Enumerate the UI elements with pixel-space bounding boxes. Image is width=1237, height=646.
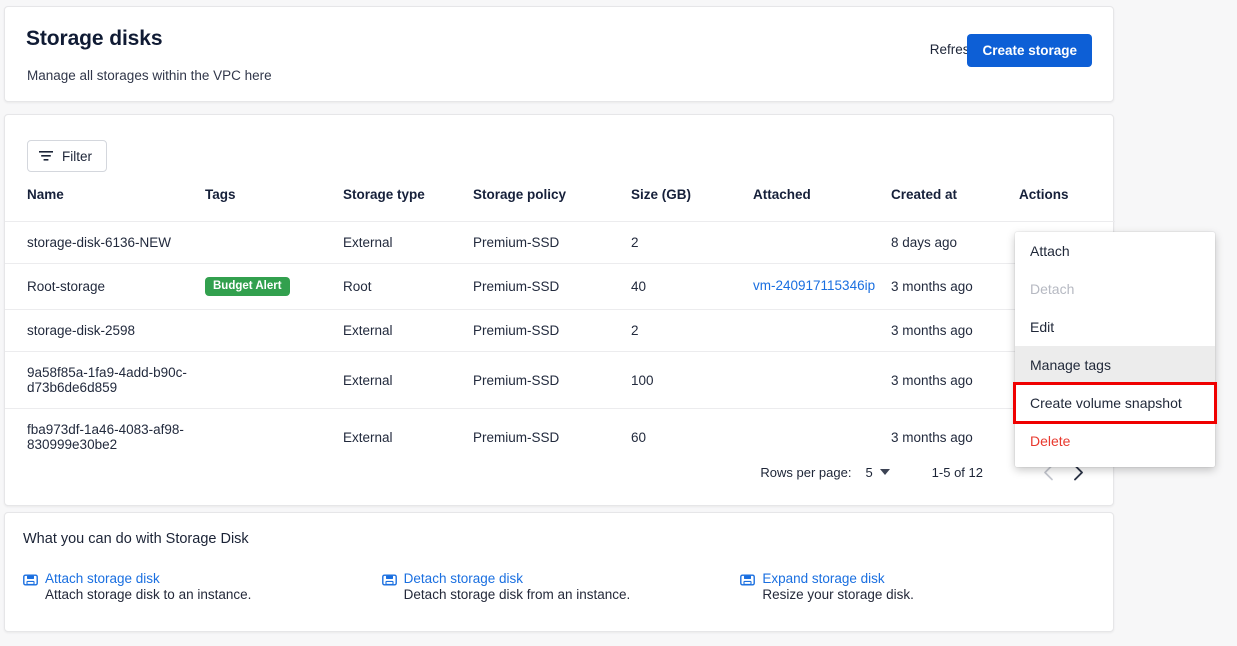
create-storage-button[interactable]: Create storage <box>967 34 1092 67</box>
rows-per-page-label: Rows per page: <box>760 464 852 480</box>
menu-item-attach[interactable]: Attach <box>1030 243 1070 259</box>
cell-name: fba973df-1a46-4083-af98-830999e30be2 <box>5 408 205 466</box>
menu-item-detach: Detach <box>1030 281 1075 297</box>
cell-name: storage-disk-2598 <box>5 309 205 352</box>
column-header-attached[interactable]: Attached <box>753 187 811 202</box>
cell-storage-policy: Premium-SSD <box>473 309 631 352</box>
column-header-name[interactable]: Name <box>27 187 64 202</box>
cell-size: 100 <box>631 351 753 409</box>
cell-size: 60 <box>631 408 753 466</box>
help-card: What you can do with Storage Disk Attach… <box>4 512 1114 632</box>
cell-storage-type: Root <box>343 262 473 310</box>
help-item-expand: Expand storage disk Resize your storage … <box>740 571 1099 604</box>
cell-attached <box>753 309 891 352</box>
help-section-title: What you can do with Storage Disk <box>23 531 249 547</box>
chevron-down-icon <box>879 469 890 475</box>
help-items: Attach storage disk Attach storage disk … <box>23 571 1099 604</box>
refresh-button[interactable]: Refresh <box>929 42 977 57</box>
help-link-attach[interactable]: Attach storage disk <box>45 571 160 586</box>
attached-vm-link[interactable]: vm-240917115346ip <box>753 278 876 294</box>
page-title: Storage disks <box>26 27 163 50</box>
filter-icon <box>39 150 53 162</box>
column-header-actions: Actions <box>1019 187 1069 202</box>
actions-dropdown-menu: Attach Detach Edit Manage tags Create vo… <box>1013 232 1217 467</box>
cell-storage-policy: Premium-SSD <box>473 262 631 310</box>
help-link-expand[interactable]: Expand storage disk <box>762 571 885 586</box>
cell-storage-type: External <box>343 408 473 466</box>
page-header-card: Storage disks Manage all storages within… <box>4 6 1114 102</box>
table-header-row: Name Tags Storage type Storage policy Si… <box>5 187 1115 221</box>
cell-size: 2 <box>631 220 753 263</box>
storage-table-card: Filter Name Tags Storage type Storage po… <box>4 114 1115 506</box>
cell-attached <box>753 220 891 263</box>
rows-per-page-value: 5 <box>865 464 873 480</box>
menu-item-create-volume-snapshot[interactable]: Create volume snapshot <box>1013 382 1217 424</box>
cell-storage-policy: Premium-SSD <box>473 408 631 466</box>
disk-icon <box>381 573 397 592</box>
cell-name: Root-storage <box>5 262 205 310</box>
pagination-range: 1-5 of 12 <box>931 464 983 480</box>
cell-tags <box>205 408 343 466</box>
help-desc-expand: Resize your storage disk. <box>762 587 914 602</box>
cell-storage-type: External <box>343 220 473 263</box>
filter-button-label: Filter <box>62 148 92 164</box>
menu-item-delete[interactable]: Delete <box>1030 433 1071 449</box>
cell-storage-policy: Premium-SSD <box>473 351 631 409</box>
chevron-right-icon <box>1073 464 1083 480</box>
cell-attached: vm-240917115346ip <box>753 262 891 310</box>
filter-button[interactable]: Filter <box>27 140 107 172</box>
previous-page-button[interactable] <box>1033 457 1063 487</box>
help-item-detach: Detach storage disk Detach storage disk … <box>381 571 741 604</box>
table-head: Name Tags Storage type Storage policy Si… <box>5 187 1115 221</box>
menu-item-manage-tags[interactable]: Manage tags <box>1015 346 1215 384</box>
cell-size: 2 <box>631 309 753 352</box>
disk-icon <box>23 573 38 592</box>
cell-attached <box>753 408 891 466</box>
cell-size: 40 <box>631 262 753 310</box>
column-header-tags[interactable]: Tags <box>205 187 236 202</box>
cell-created-at: 8 days ago <box>891 220 1019 263</box>
help-link-detach[interactable]: Detach storage disk <box>403 571 523 586</box>
table-row[interactable]: 9a58f85a-1fa9-4add-b90c-d73b6de6d859 Ext… <box>5 351 1115 409</box>
pagination: Rows per page: 5 1-5 of 12 <box>760 457 1093 487</box>
column-header-storage-type[interactable]: Storage type <box>343 187 425 202</box>
cell-created-at: 3 months ago <box>891 309 1019 352</box>
page-subtitle: Manage all storages within the VPC here <box>27 68 272 83</box>
cell-storage-policy: Premium-SSD <box>473 220 631 263</box>
help-desc-detach: Detach storage disk from an instance. <box>403 587 631 602</box>
table-row[interactable]: Root-storage Budget Alert Root Premium-S… <box>5 262 1115 310</box>
rows-per-page-select[interactable]: 5 <box>865 464 890 480</box>
storage-disks-table: Name Tags Storage type Storage policy Si… <box>5 187 1115 466</box>
help-desc-attach: Attach storage disk to an instance. <box>45 587 252 602</box>
cell-tags: Budget Alert <box>205 262 343 310</box>
table-row[interactable]: storage-disk-6136-NEW External Premium-S… <box>5 220 1115 263</box>
cell-tags <box>205 309 343 352</box>
chevron-left-icon <box>1043 464 1053 480</box>
cell-attached <box>753 351 891 409</box>
cell-created-at: 3 months ago <box>891 262 1019 310</box>
cell-tags <box>205 351 343 409</box>
cell-storage-type: External <box>343 351 473 409</box>
column-header-created-at[interactable]: Created at <box>891 187 958 202</box>
cell-name: storage-disk-6136-NEW <box>5 220 205 263</box>
cell-storage-type: External <box>343 309 473 352</box>
status-badge: Budget Alert <box>205 276 290 297</box>
cell-tags <box>205 220 343 263</box>
help-item-attach: Attach storage disk Attach storage disk … <box>23 571 382 604</box>
table-row[interactable]: storage-disk-2598 External Premium-SSD 2… <box>5 309 1115 352</box>
cell-created-at: 3 months ago <box>891 408 1019 466</box>
column-header-size[interactable]: Size (GB) <box>631 187 692 202</box>
cell-created-at: 3 months ago <box>891 351 1019 409</box>
table-body: storage-disk-6136-NEW External Premium-S… <box>5 220 1115 466</box>
cell-name: 9a58f85a-1fa9-4add-b90c-d73b6de6d859 <box>5 351 205 409</box>
menu-item-edit[interactable]: Edit <box>1030 319 1055 335</box>
disk-icon <box>740 573 756 592</box>
next-page-button[interactable] <box>1063 457 1093 487</box>
column-header-storage-policy[interactable]: Storage policy <box>473 187 567 202</box>
